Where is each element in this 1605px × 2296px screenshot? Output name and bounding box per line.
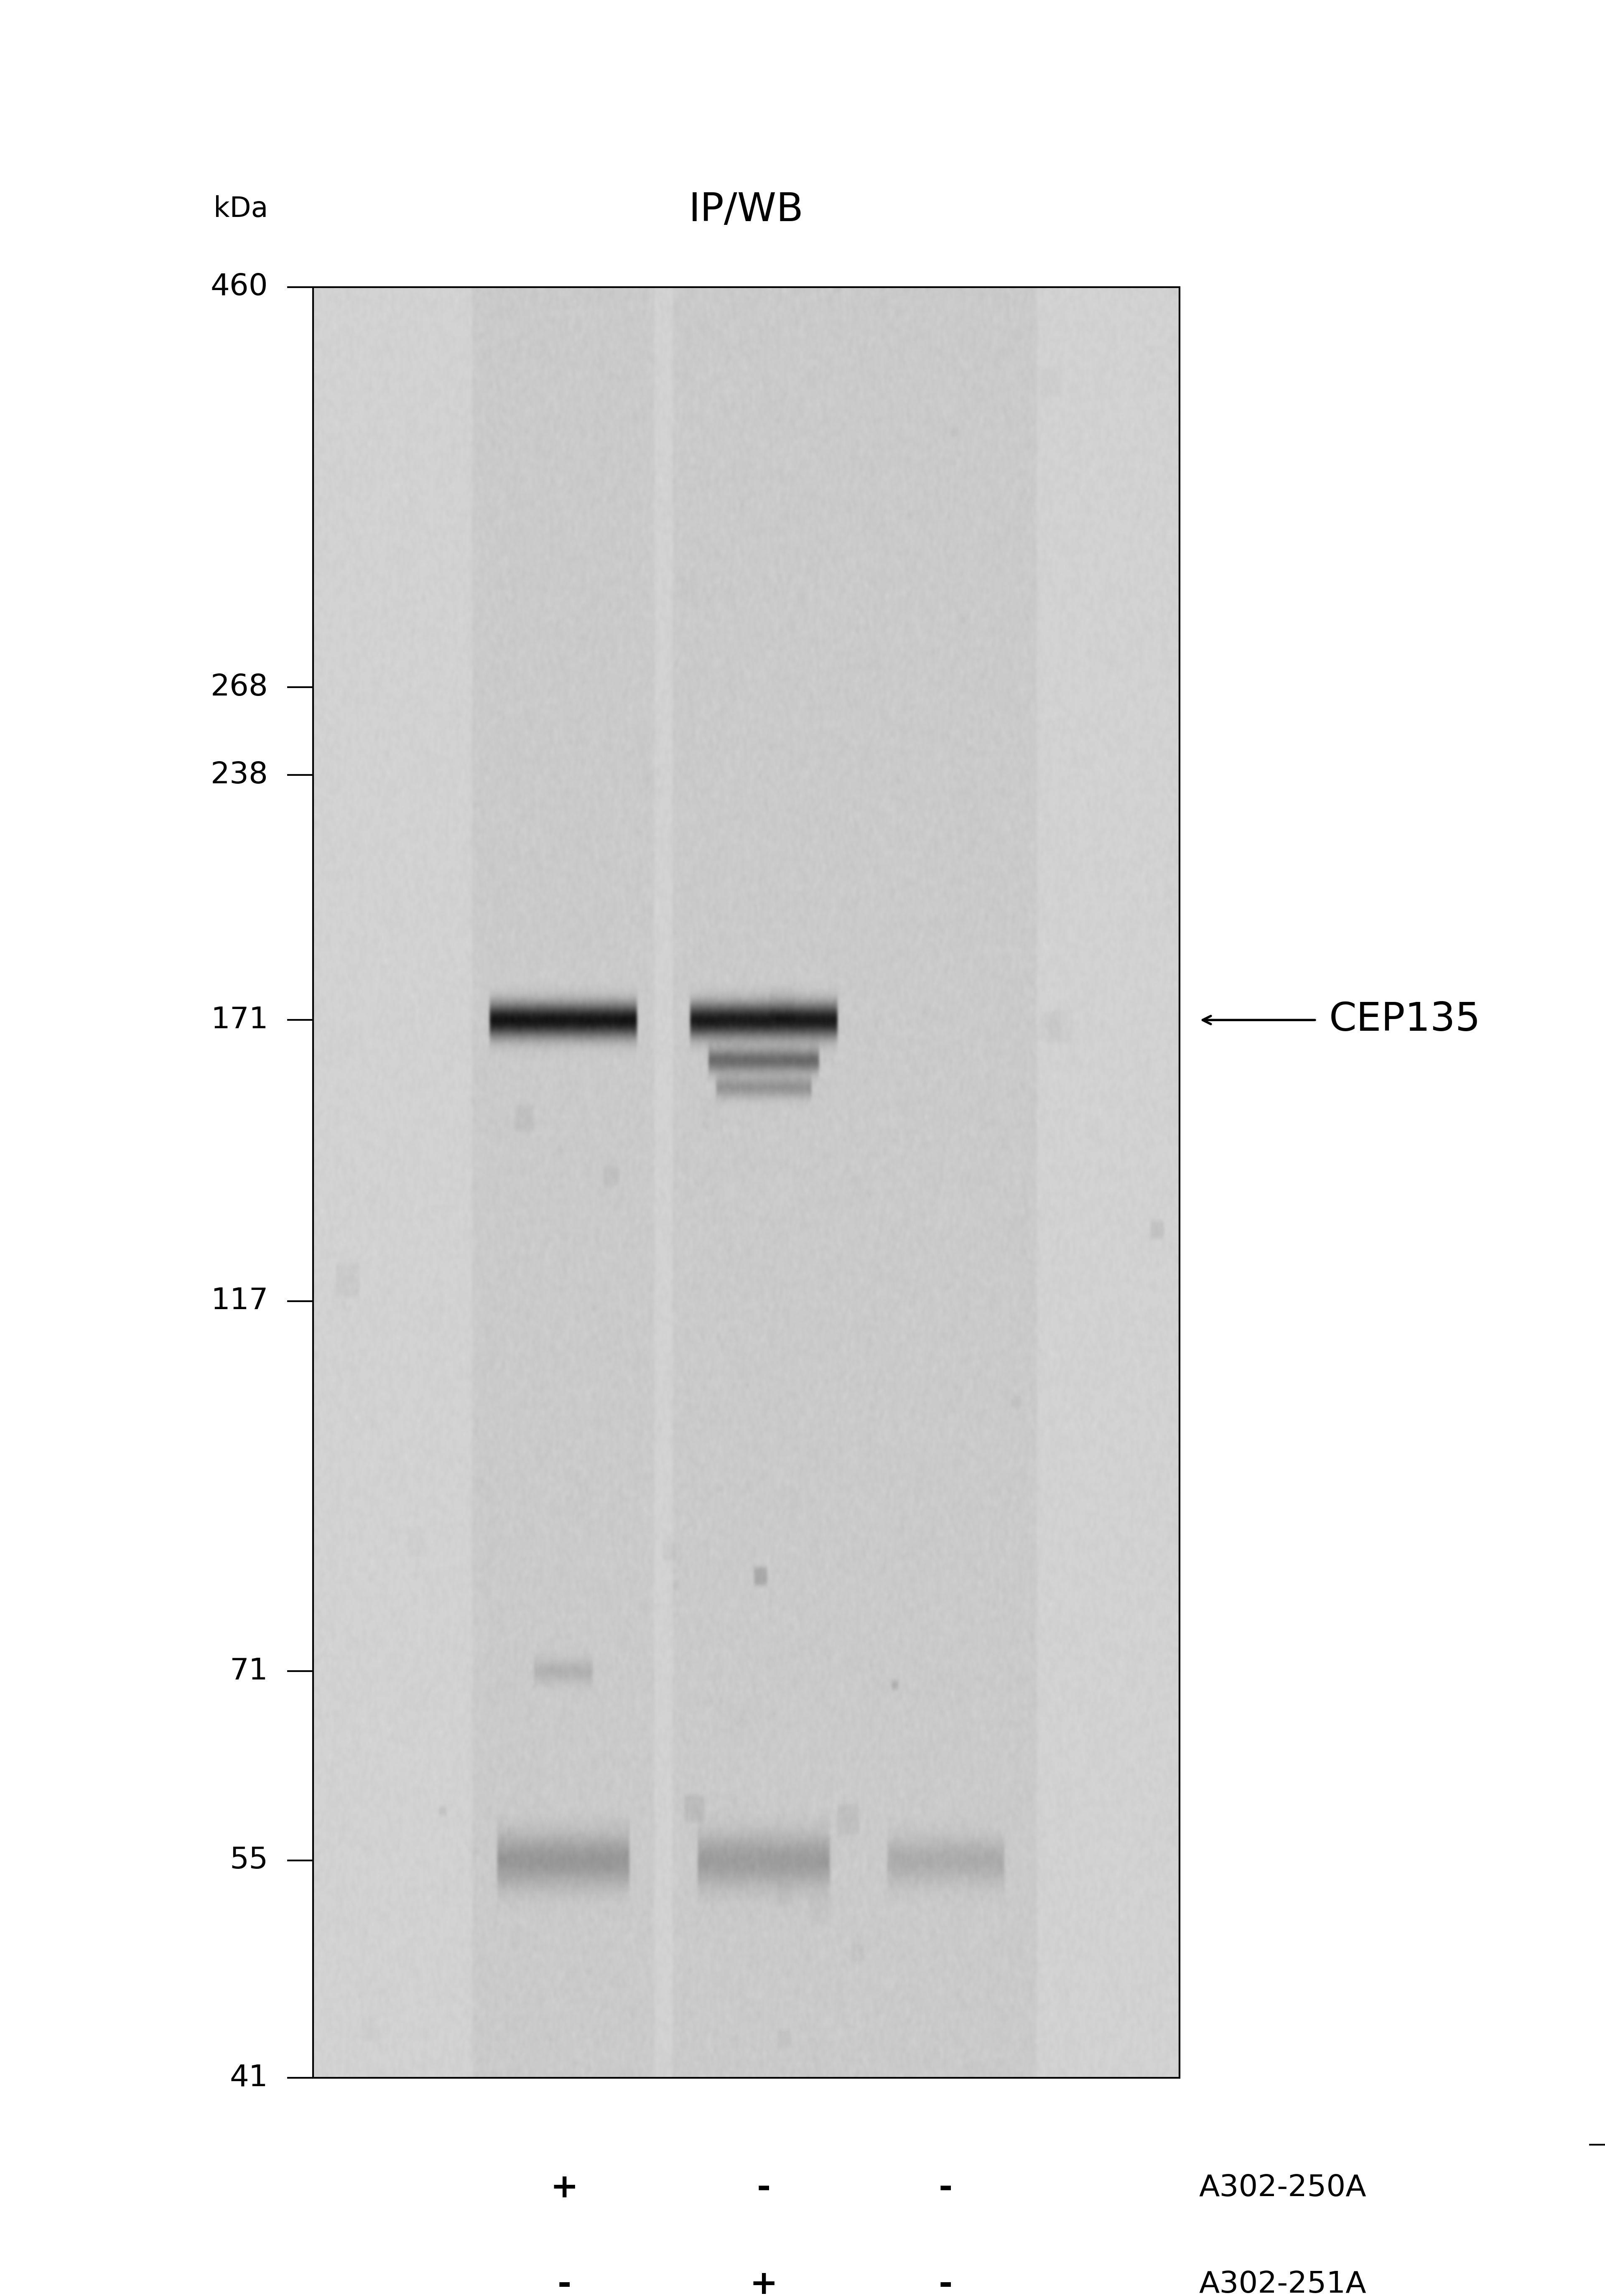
Text: kDa: kDa [213,195,268,223]
Text: 117: 117 [210,1286,268,1316]
Text: -: - [557,2268,571,2296]
Text: 41: 41 [230,2064,268,2092]
Text: -: - [939,2172,953,2204]
Bar [313,287,1180,2078]
Text: +: + [750,2268,778,2296]
Text: A302-250A: A302-250A [1199,2174,1366,2202]
Text: 268: 268 [210,673,268,703]
Text: -: - [939,2268,953,2296]
Text: 171: 171 [210,1006,268,1035]
Text: 238: 238 [210,760,268,790]
Text: IP/WB: IP/WB [689,191,804,230]
Text: 55: 55 [230,1846,268,1876]
Text: 71: 71 [230,1658,268,1685]
Text: CEP135: CEP135 [1329,1001,1480,1040]
Text: A302-251A: A302-251A [1199,2271,1366,2296]
Text: 460: 460 [210,273,268,301]
Text: -: - [756,2172,770,2204]
Text: +: + [551,2172,578,2204]
